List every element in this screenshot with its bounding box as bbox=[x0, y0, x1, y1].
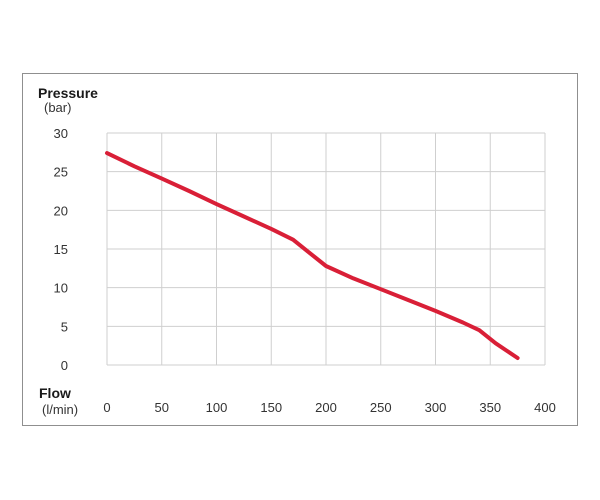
y-axis-unit: (bar) bbox=[44, 100, 71, 115]
y-tick-label: 30 bbox=[54, 126, 68, 141]
x-tick-label: 350 bbox=[479, 400, 501, 415]
grid-lines bbox=[106, 132, 546, 366]
y-tick-labels: 0 5 10 15 20 25 30 bbox=[54, 126, 68, 373]
x-tick-label: 50 bbox=[155, 400, 169, 415]
y-tick-label: 25 bbox=[54, 165, 68, 180]
x-tick-label: 100 bbox=[206, 400, 228, 415]
y-tick-label: 15 bbox=[54, 242, 68, 257]
x-tick-label: 250 bbox=[370, 400, 392, 415]
x-tick-label: 150 bbox=[260, 400, 282, 415]
y-tick-label: 20 bbox=[54, 203, 68, 218]
y-tick-label: 0 bbox=[61, 358, 68, 373]
x-axis-label: Flow bbox=[39, 385, 71, 401]
series-lines bbox=[105, 151, 520, 360]
y-tick-label: 5 bbox=[61, 319, 68, 334]
x-tick-label: 400 bbox=[534, 400, 556, 415]
pressure-flow-line bbox=[105, 151, 520, 360]
x-tick-labels: 0 50 100 150 200 250 300 350 400 bbox=[103, 400, 555, 415]
chart-frame bbox=[22, 73, 578, 426]
y-axis-label: Pressure bbox=[38, 85, 98, 101]
y-tick-label: 10 bbox=[54, 281, 68, 296]
x-tick-label: 200 bbox=[315, 400, 337, 415]
x-tick-label: 300 bbox=[425, 400, 447, 415]
x-tick-label: 0 bbox=[103, 400, 110, 415]
x-axis-unit: (l/min) bbox=[42, 402, 78, 417]
